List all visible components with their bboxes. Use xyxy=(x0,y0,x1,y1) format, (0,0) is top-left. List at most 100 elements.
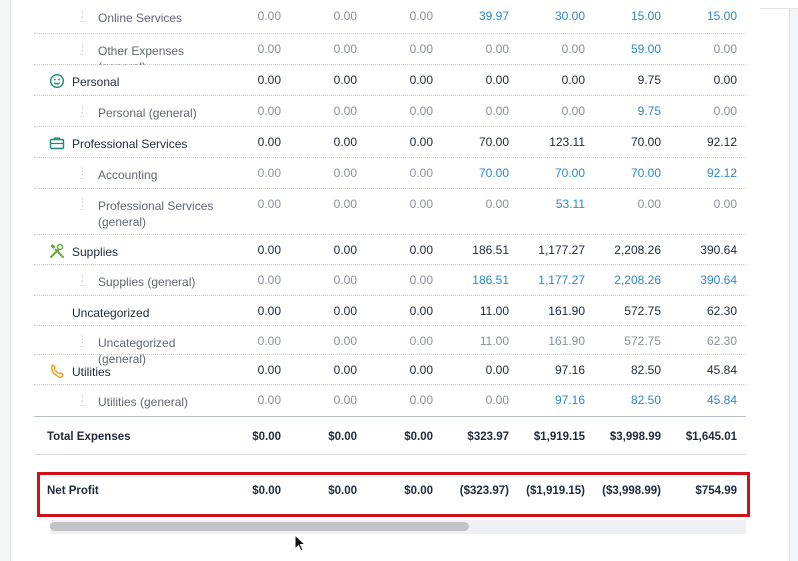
net-profit-cell: $754.99 xyxy=(695,485,737,497)
amount-cell: 0.00 xyxy=(409,363,433,377)
amount-cell: 70.00 xyxy=(478,135,509,149)
row-label[interactable]: Utilities xyxy=(72,365,111,379)
amount-link[interactable]: 97.16 xyxy=(554,393,585,407)
tree-connector-icon: ⋮ ·· xyxy=(78,393,87,410)
net-profit-cell: $0.00 xyxy=(328,485,357,497)
amount-cell: 0.00 xyxy=(257,304,281,318)
plug-icon xyxy=(49,363,65,379)
row-label: Online Services xyxy=(98,11,183,25)
net-profit-label: Net Profit xyxy=(47,485,99,497)
row-label: Uncategorized (general) xyxy=(98,336,176,366)
tree-connector-icon: ⋮ ·· xyxy=(78,9,87,26)
table-row-uncategorized: Uncategorized 0.00 0.00 0.00 11.00 161.90 572.… xyxy=(34,295,746,326)
amount-cell: 572.75 xyxy=(624,304,661,318)
amount-link[interactable]: 59.00 xyxy=(630,42,661,56)
amount-cell: 0.00 xyxy=(257,393,281,407)
table-row-other-expenses: ⋮ ·· Other Expenses (general) 0.00 0.00 0.00… xyxy=(34,33,746,65)
amount-cell: 0.00 xyxy=(485,104,509,118)
amount-cell: 0.00 xyxy=(409,197,433,211)
amount-cell: 0.00 xyxy=(333,273,357,287)
row-label[interactable]: Uncategorized xyxy=(72,306,150,320)
amount-link[interactable]: 53.11 xyxy=(555,197,585,211)
amount-cell: 0.00 xyxy=(333,363,357,377)
amount-cell: 0.00 xyxy=(333,166,357,180)
amount-link[interactable]: 92.12 xyxy=(706,166,737,180)
report-panel xyxy=(10,0,790,561)
amount-cell: 0.00 xyxy=(257,243,281,257)
amount-cell: 2,208.26 xyxy=(614,243,661,257)
tree-connector-icon: ⋮ ·· xyxy=(78,273,87,290)
horizontal-scrollbar-thumb[interactable] xyxy=(50,522,469,531)
amount-cell: 0.00 xyxy=(561,73,585,87)
amount-cell: 0.00 xyxy=(409,243,433,257)
tree-connector-icon: ⋮ ·· xyxy=(78,334,87,351)
amount-cell: 572.75 xyxy=(624,334,661,348)
amount-cell: 45.84 xyxy=(706,363,737,377)
amount-link[interactable]: 45.84 xyxy=(706,393,737,407)
amount-link[interactable]: 15.00 xyxy=(630,9,661,23)
amount-cell: 123.11 xyxy=(549,135,585,149)
amount-link[interactable]: 70.00 xyxy=(630,166,661,180)
amount-link[interactable]: 39.97 xyxy=(478,9,509,23)
amount-link[interactable]: 70.00 xyxy=(478,166,509,180)
tree-connector-icon: ⋮ ·· xyxy=(78,166,87,183)
amount-link[interactable]: 186.51 xyxy=(472,273,509,287)
row-label: Personal (general) xyxy=(98,106,197,120)
amount-cell: 0.00 xyxy=(333,42,357,56)
amount-cell: 0.00 xyxy=(561,42,585,56)
mouse-cursor-icon xyxy=(294,534,307,552)
amount-link[interactable]: 82.50 xyxy=(630,393,661,407)
net-profit-cell: ($323.97) xyxy=(459,485,509,497)
amount-cell: 0.00 xyxy=(713,104,737,118)
amount-cell: 0.00 xyxy=(333,393,357,407)
table-row-personal: Personal 0.00 0.00 0.00 0.00 0.00 9.75 0.00 xyxy=(34,64,746,96)
row-label: Other Expenses (general) xyxy=(98,44,185,65)
amount-cell: 0.00 xyxy=(409,166,433,180)
amount-cell: 0.00 xyxy=(637,197,661,211)
amount-cell: 11.00 xyxy=(479,334,509,348)
amount-cell: 0.00 xyxy=(257,73,281,87)
amount-cell: 0.00 xyxy=(333,243,357,257)
smiley-icon xyxy=(49,73,65,89)
amount-link[interactable]: 9.75 xyxy=(637,104,661,118)
amount-cell: 0.00 xyxy=(409,393,433,407)
net-profit-cell: $0.00 xyxy=(252,485,281,497)
amount-link[interactable]: 15.00 xyxy=(706,9,737,23)
amount-link[interactable]: 390.64 xyxy=(700,273,737,287)
amount-cell: 0.00 xyxy=(409,304,433,318)
amount-cell: 82.50 xyxy=(630,363,661,377)
amount-cell: 0.00 xyxy=(713,42,737,56)
amount-cell: 0.00 xyxy=(257,104,281,118)
table-row-utilities-general: ⋮ ·· Utilities (general) 0.00 0.00 0.00 0.00 9… xyxy=(34,384,746,417)
amount-link[interactable]: 1,177.27 xyxy=(538,273,585,287)
row-label[interactable]: Supplies xyxy=(72,245,119,259)
amount-cell: 0.00 xyxy=(409,334,433,348)
amount-cell: 161.90 xyxy=(548,334,585,348)
amount-cell: 0.00 xyxy=(333,9,357,23)
amount-cell: 0.00 xyxy=(713,197,737,211)
amount-cell: 0.00 xyxy=(485,42,509,56)
table-row-uncategorized-general: ⋮ ·· Uncategorized (general) 0.00 0.00 0.00 1… xyxy=(34,325,746,366)
row-label[interactable]: Personal xyxy=(72,75,120,89)
table-row-supplies-general: ⋮ ·· Supplies (general) 0.00 0.00 0.00 186.51… xyxy=(34,264,746,296)
net-profit-cell: ($3,998.99) xyxy=(602,485,661,497)
net-profit-cell: ($1,919.15) xyxy=(526,485,585,497)
amount-cell: 0.00 xyxy=(485,363,509,377)
amount-cell: 0.00 xyxy=(257,42,281,56)
amount-cell: 97.16 xyxy=(554,363,585,377)
amount-cell: 0.00 xyxy=(333,104,357,118)
briefcase-icon xyxy=(49,135,65,151)
amount-cell: 0.00 xyxy=(485,393,509,407)
net-profit-highlight-box xyxy=(37,472,750,517)
row-label: Accounting xyxy=(98,168,158,182)
amount-link[interactable]: 30.00 xyxy=(554,9,585,23)
amount-cell: 390.64 xyxy=(700,243,737,257)
amount-link[interactable]: 70.00 xyxy=(554,166,585,180)
amount-cell: 62.30 xyxy=(706,304,737,318)
amount-link[interactable]: 2,208.26 xyxy=(614,273,661,287)
total-expenses-cell: $0.00 xyxy=(328,431,357,443)
top-edge xyxy=(760,0,798,9)
row-label[interactable]: Professional Services xyxy=(72,137,188,151)
table-row-professional-services: Professional Services 0.00 0.00 0.00 70.00 12… xyxy=(34,126,746,158)
amount-cell: 0.00 xyxy=(333,304,357,318)
